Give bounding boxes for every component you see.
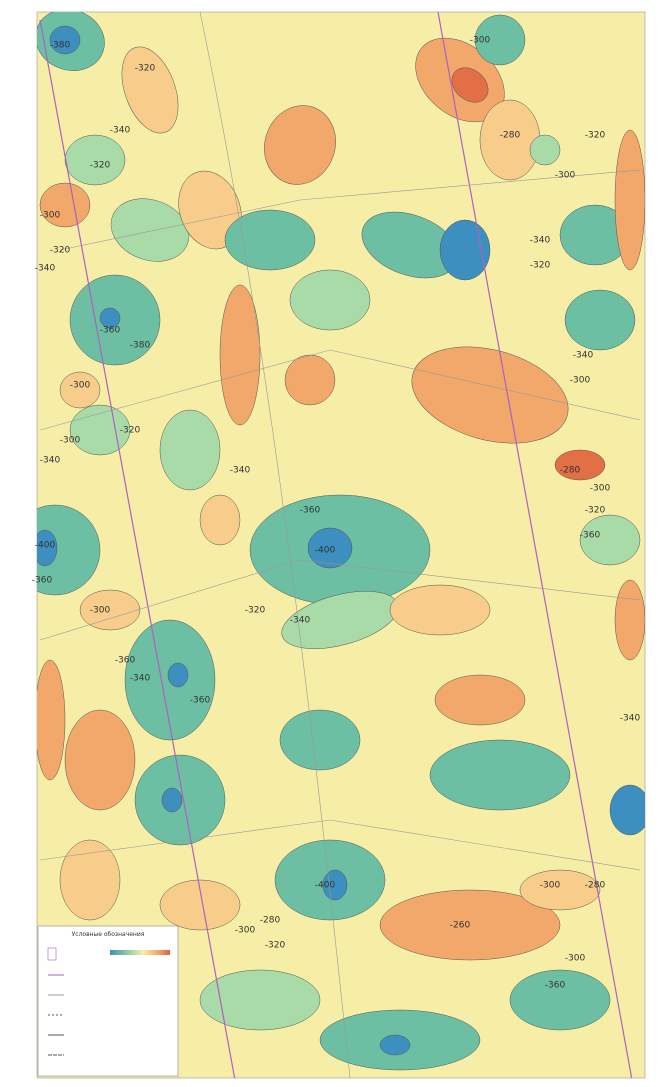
contour-label: -360	[32, 576, 53, 586]
contour-label: -380	[50, 41, 71, 51]
contour-label: -300	[90, 606, 111, 616]
contour-label: -320	[530, 261, 551, 271]
legend-title: Условные обозначения	[72, 931, 145, 938]
legend: Условные обозначения	[38, 926, 178, 1076]
contour-label: -300	[470, 36, 491, 46]
contour-label: -300	[60, 436, 81, 446]
contour-fill	[430, 740, 570, 810]
contour-label: -340	[620, 714, 641, 724]
contour-fill	[35, 660, 65, 780]
contour-label: -280	[560, 466, 581, 476]
contour-label: -360	[545, 981, 566, 991]
contour-fill	[200, 495, 240, 545]
contour-label: -360	[100, 326, 121, 336]
page: {"map": {"contour_labels": ["-380", "-32…	[0, 0, 669, 1087]
contour-fill	[440, 220, 490, 280]
contour-fill	[390, 585, 490, 635]
contour-label: -360	[580, 531, 601, 541]
contour-fill	[200, 970, 320, 1030]
contour-label: -360	[115, 656, 136, 666]
contour-label: -320	[265, 941, 286, 951]
contour-fill	[65, 710, 135, 810]
contour-label: -320	[585, 506, 606, 516]
contour-label: -340	[40, 456, 61, 466]
contour-label: -340	[573, 351, 594, 361]
contour-fill	[435, 675, 525, 725]
contour-fill	[60, 840, 120, 920]
contour-label: -340	[35, 264, 56, 274]
contour-fill	[380, 1035, 410, 1055]
contour-label: -300	[570, 376, 591, 386]
contour-fill	[168, 663, 188, 687]
contour-fill	[225, 210, 315, 270]
contour-label: -340	[130, 674, 151, 684]
contour-label: -340	[530, 236, 551, 246]
contour-label: -280	[500, 131, 521, 141]
contour-label: -320	[585, 131, 606, 141]
contour-label: -300	[70, 381, 91, 391]
contour-label: -300	[235, 926, 256, 936]
contour-label: -280	[260, 916, 281, 926]
contour-fill	[160, 410, 220, 490]
contour-label: -320	[50, 246, 71, 256]
contour-label: -300	[590, 484, 611, 494]
contour-label: -320	[135, 64, 156, 74]
contour-label: -320	[245, 606, 266, 616]
contour-label: -300	[555, 171, 576, 181]
contour-fill	[565, 290, 635, 350]
contour-fill	[615, 580, 645, 660]
map: -380 -320 -340 -320 -300 -320 -340 -380 -360 -300…	[0, 0, 669, 1087]
contour-label: -300	[540, 881, 561, 891]
contour-label: -300	[565, 954, 586, 964]
contour-label: -300	[40, 211, 61, 221]
contour-fill	[610, 785, 650, 835]
contour-label: -400	[35, 541, 56, 551]
contour-label: -280	[585, 881, 606, 891]
contour-label: -400	[315, 881, 336, 891]
contour-label: -340	[110, 126, 131, 136]
contour-label: -260	[450, 921, 471, 931]
contour-fill	[280, 710, 360, 770]
contour-label: -320	[90, 161, 111, 171]
contour-fill	[510, 970, 610, 1030]
contour-label: -340	[230, 466, 251, 476]
contour-label: -320	[120, 426, 141, 436]
contour-label: -340	[290, 616, 311, 626]
contour-fill	[162, 788, 182, 812]
contour-label: -360	[190, 696, 211, 706]
contour-fill	[615, 130, 645, 270]
contour-label: -360	[300, 506, 321, 516]
contour-label: -380	[130, 341, 151, 351]
contour-fill	[530, 135, 560, 165]
contour-fill	[285, 355, 335, 405]
contour-label: -400	[315, 546, 336, 556]
contour-fill	[290, 270, 370, 330]
